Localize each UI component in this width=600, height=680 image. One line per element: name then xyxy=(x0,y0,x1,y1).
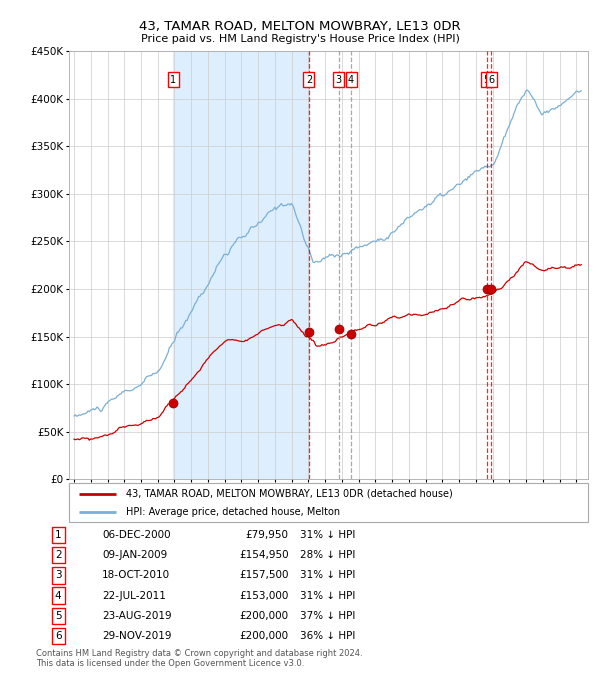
Text: 2: 2 xyxy=(306,75,312,84)
Text: 22-JUL-2011: 22-JUL-2011 xyxy=(102,590,166,600)
Text: 36% ↓ HPI: 36% ↓ HPI xyxy=(300,631,355,641)
Text: 1: 1 xyxy=(55,530,62,540)
Text: £200,000: £200,000 xyxy=(239,611,289,621)
Text: 18-OCT-2010: 18-OCT-2010 xyxy=(102,571,170,581)
Text: Contains HM Land Registry data © Crown copyright and database right 2024.: Contains HM Land Registry data © Crown c… xyxy=(36,649,362,658)
Text: 31% ↓ HPI: 31% ↓ HPI xyxy=(300,590,355,600)
Text: 3: 3 xyxy=(55,571,62,581)
Text: 06-DEC-2000: 06-DEC-2000 xyxy=(102,530,171,540)
Text: £200,000: £200,000 xyxy=(239,631,289,641)
Text: £153,000: £153,000 xyxy=(239,590,289,600)
Text: HPI: Average price, detached house, Melton: HPI: Average price, detached house, Melt… xyxy=(126,507,340,517)
Text: £79,950: £79,950 xyxy=(246,530,289,540)
Text: 4: 4 xyxy=(55,590,62,600)
Text: 29-NOV-2019: 29-NOV-2019 xyxy=(102,631,172,641)
Text: £154,950: £154,950 xyxy=(239,550,289,560)
Text: 6: 6 xyxy=(55,631,62,641)
Text: 43, TAMAR ROAD, MELTON MOWBRAY, LE13 0DR (detached house): 43, TAMAR ROAD, MELTON MOWBRAY, LE13 0DR… xyxy=(126,489,453,499)
Text: 5: 5 xyxy=(484,75,490,84)
Text: £157,500: £157,500 xyxy=(239,571,289,581)
Text: 28% ↓ HPI: 28% ↓ HPI xyxy=(300,550,355,560)
Text: Price paid vs. HM Land Registry's House Price Index (HPI): Price paid vs. HM Land Registry's House … xyxy=(140,34,460,44)
Text: 09-JAN-2009: 09-JAN-2009 xyxy=(102,550,167,560)
Text: 31% ↓ HPI: 31% ↓ HPI xyxy=(300,530,355,540)
Bar xyxy=(173,51,309,479)
FancyBboxPatch shape xyxy=(69,483,588,522)
Text: 31% ↓ HPI: 31% ↓ HPI xyxy=(300,571,355,581)
Text: 3: 3 xyxy=(335,75,341,84)
Text: 37% ↓ HPI: 37% ↓ HPI xyxy=(300,611,355,621)
Text: 6: 6 xyxy=(488,75,494,84)
Text: This data is licensed under the Open Government Licence v3.0.: This data is licensed under the Open Gov… xyxy=(36,659,304,668)
Text: 2: 2 xyxy=(55,550,62,560)
Text: 5: 5 xyxy=(55,611,62,621)
Text: 43, TAMAR ROAD, MELTON MOWBRAY, LE13 0DR: 43, TAMAR ROAD, MELTON MOWBRAY, LE13 0DR xyxy=(139,20,461,33)
Text: 1: 1 xyxy=(170,75,176,84)
Text: 4: 4 xyxy=(348,75,354,84)
Text: 23-AUG-2019: 23-AUG-2019 xyxy=(102,611,172,621)
